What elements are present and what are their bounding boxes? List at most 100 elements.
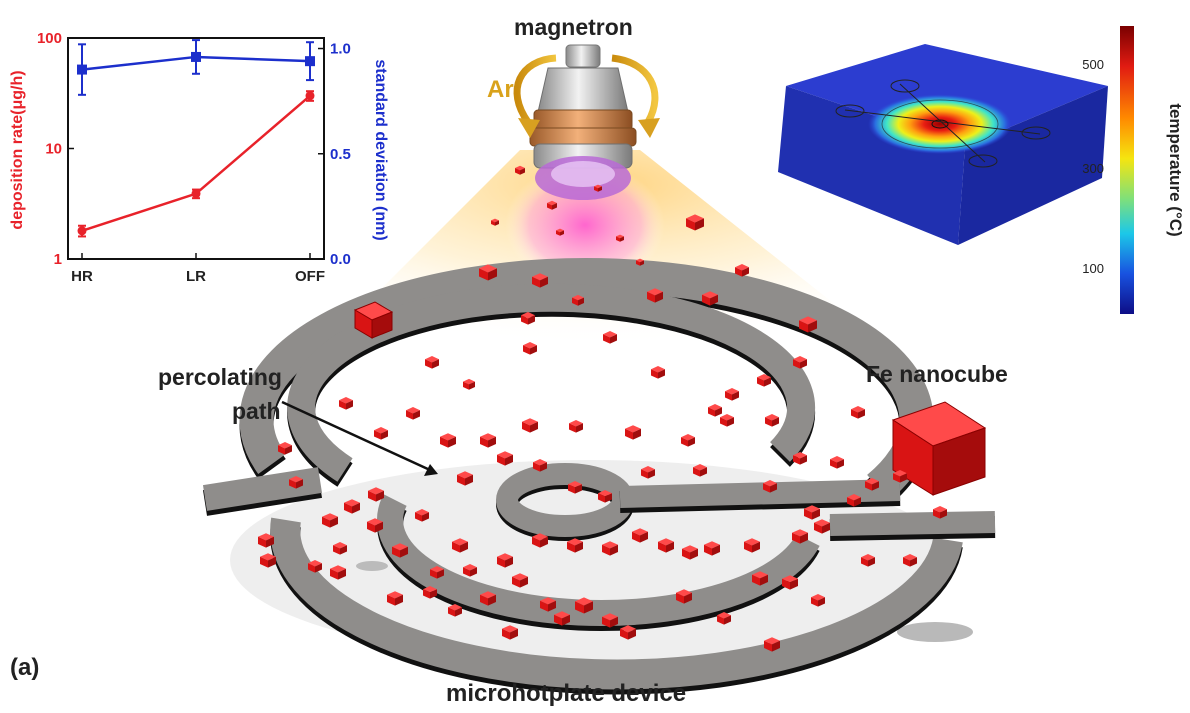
- data-point: [77, 64, 87, 75]
- nanocube: [792, 529, 808, 544]
- data-point: [191, 189, 201, 199]
- nanocube: [502, 625, 518, 640]
- argon-flow-arrows: [513, 54, 660, 138]
- nanocube: [368, 487, 384, 502]
- nanocube: [658, 538, 674, 553]
- nanocube: [374, 427, 388, 440]
- nanocube: [632, 528, 648, 543]
- argon-label: Ar: [487, 76, 514, 103]
- device-shadow: [230, 460, 950, 660]
- colorbar-tick-label: 500: [1082, 57, 1104, 72]
- nanocube: [330, 565, 346, 580]
- nanocube: [603, 331, 617, 344]
- deposition-chart: 1 10 100 0.0 0.5 1.0 HR LR OFF deposition rate…: [9, 30, 389, 285]
- nanocube: [903, 554, 917, 567]
- nanocube: [547, 200, 557, 210]
- nanocube: [757, 374, 771, 387]
- nanocube: [258, 533, 274, 548]
- nanocube: [625, 425, 641, 440]
- percolating-path-label-line2: path: [232, 398, 281, 424]
- left-axis-label: deposition rate(μg/h): [9, 70, 26, 229]
- nanocube: [647, 288, 663, 303]
- right-tick-label: 0.5: [330, 146, 351, 163]
- nanocube: [814, 519, 830, 534]
- nanocube: [569, 420, 583, 433]
- magnetron-label: magnetron: [514, 14, 633, 40]
- nanocube: [521, 312, 535, 325]
- nanocube: [322, 513, 338, 528]
- nanocube: [463, 378, 475, 390]
- nanocube: [575, 597, 593, 614]
- nanocube: [568, 481, 582, 494]
- left-tick-label: 1: [54, 251, 62, 268]
- nanocube: [532, 273, 548, 288]
- nanocube: [681, 434, 695, 447]
- colorbar-tick-label: 300: [1082, 161, 1104, 176]
- nanocube: [725, 388, 739, 401]
- nanocube: [636, 258, 644, 266]
- nanocube: [702, 291, 718, 306]
- nanocube: [540, 597, 556, 612]
- nanocube: [641, 466, 655, 479]
- nanocube: [851, 406, 865, 419]
- nanocube: [339, 397, 353, 410]
- nanocube: [479, 264, 497, 281]
- percolating-path-arrow: [281, 400, 438, 476]
- nanocube: [491, 218, 499, 226]
- nanocube: [387, 591, 403, 606]
- nanocube: [497, 451, 513, 466]
- nanocube: [704, 541, 720, 556]
- nanocube: [735, 264, 749, 277]
- nanocube: [804, 505, 820, 520]
- x-tick-label: LR: [186, 268, 206, 285]
- nanocube: [423, 586, 437, 599]
- nanocube: [289, 476, 303, 489]
- nanocube: [425, 356, 439, 369]
- data-point: [191, 51, 201, 62]
- nanocube: [344, 499, 360, 514]
- nanocube: [782, 575, 798, 590]
- nanocube: [532, 533, 548, 548]
- plasma-glow: [505, 163, 665, 287]
- nanocube: [333, 542, 347, 555]
- nanocube: [457, 471, 473, 486]
- nanocube: [651, 366, 665, 379]
- magnetron-gun: [529, 44, 637, 200]
- right-axis-label: standard deviation (nm): [372, 59, 389, 240]
- nanocube: [392, 543, 408, 558]
- x-tick-label: OFF: [295, 268, 325, 285]
- nanocube: [598, 490, 612, 503]
- right-tick-label: 0.0: [330, 251, 351, 268]
- data-point: [77, 226, 87, 236]
- nanocube: [406, 407, 420, 420]
- nanocube: [861, 554, 875, 567]
- nanocube: [720, 414, 734, 427]
- fe-nanocube-small: [353, 301, 394, 339]
- colorbar-tick-label: 100: [1082, 261, 1104, 276]
- nanocube: [830, 456, 844, 469]
- nanocube: [308, 560, 322, 573]
- nanocube: [847, 494, 861, 507]
- nanocube: [602, 541, 618, 556]
- right-tick-label: 1.0: [330, 41, 351, 58]
- x-tick-label: HR: [71, 268, 93, 285]
- nanocube: [744, 538, 760, 553]
- nanocube: [260, 553, 276, 568]
- nanocube: [567, 538, 583, 553]
- percolating-path-label-line1: percolating: [158, 364, 282, 390]
- data-point: [305, 91, 315, 101]
- nanocube: [765, 414, 779, 427]
- colorbar-gradient: [1120, 26, 1134, 314]
- nanocube: [452, 538, 468, 553]
- nanocube: [480, 433, 496, 448]
- nanocube: [522, 418, 538, 433]
- thermal-simulation-plot: [778, 44, 1108, 245]
- nanocube: [933, 506, 947, 519]
- nanocube: [752, 571, 768, 586]
- nanocube: [515, 165, 525, 175]
- nanocube: [602, 613, 618, 628]
- panel-label: (a): [10, 654, 40, 681]
- nanocube: [676, 589, 692, 604]
- nanocube: [448, 604, 462, 617]
- nanocube: [793, 356, 807, 369]
